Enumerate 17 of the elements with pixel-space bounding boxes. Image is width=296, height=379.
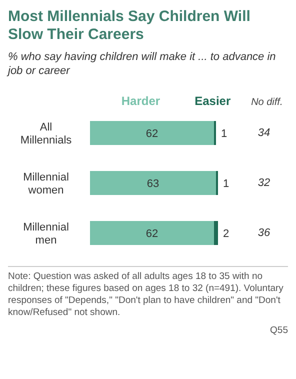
text: Note: Question was asked of all adults ages 18 to 35 with no children; these figures based on ages 18 to 32 (n=491). Voluntary responses of "Depends," "Don't plan to have children" and "Don't know/Refused" not shown. [8, 266, 288, 319]
chart-subtitle: % who say having children will make it ... to advance in job or career [8, 50, 277, 78]
data-label: 63 [146, 178, 160, 190]
data-label: 1 [221, 128, 228, 140]
data-label: 62 [146, 228, 158, 240]
column-header-row-text: Harder Easier No diff. [120, 93, 284, 108]
text: 34 [256, 126, 272, 141]
y-tick-label: Millennial men [23, 222, 69, 246]
y-tick-label: Millennial women [23, 172, 69, 196]
data-label: 2 [223, 228, 230, 240]
data-label: 62 [146, 128, 158, 140]
text: 32 [256, 176, 272, 191]
chart-title: Most Millennials Say Children Will Slow Their Careers [8, 8, 252, 44]
text: 36 [256, 226, 272, 241]
text: Q55 [269, 325, 288, 336]
y-tick-label: All Millennials [20, 122, 72, 146]
data-label: 1 [223, 178, 230, 190]
